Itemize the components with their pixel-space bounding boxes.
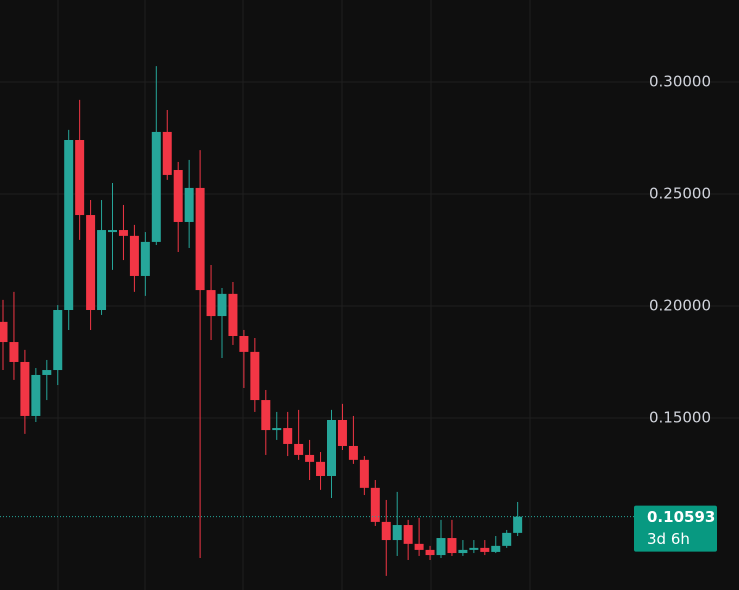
candle-body [502, 532, 512, 546]
candle-body [381, 521, 391, 541]
candle-body [250, 351, 260, 401]
time-grid [57, 0, 531, 590]
candle-body [436, 538, 446, 556]
candle-body [140, 241, 150, 276]
candle-body [162, 131, 172, 175]
countdown-label: 3d 6h [647, 530, 690, 548]
y-tick-label: 0.20000 [649, 296, 711, 314]
candle-body [469, 547, 479, 550]
candle-body [20, 361, 30, 416]
candle-body [118, 230, 128, 236]
candle-body [458, 549, 468, 554]
candle-body [86, 215, 96, 311]
candle-body [97, 230, 107, 311]
candle-body [31, 374, 41, 416]
candle-body [348, 445, 358, 460]
candle-body [53, 310, 63, 371]
price-axis: 0.15000 0.20000 0.25000 0.30000 0.10593 3d 6h [634, 72, 717, 552]
candle-body [272, 428, 282, 431]
candle-body [173, 170, 183, 222]
candle-body [337, 419, 347, 446]
candle-body [108, 230, 117, 233]
candle-body [327, 419, 336, 476]
last-price-badge [634, 505, 717, 552]
candle-body [239, 335, 249, 352]
candle-body [370, 487, 380, 522]
candle-body [316, 461, 326, 476]
candle-body [129, 235, 139, 276]
candle-body [64, 139, 74, 311]
plot [0, 66, 739, 576]
candle-body [206, 290, 216, 317]
candle-body [513, 516, 523, 533]
candle-body [75, 139, 85, 216]
candle-body [392, 525, 402, 541]
candle-body [425, 549, 435, 556]
y-tick-label: 0.15000 [649, 408, 711, 426]
candle-body [42, 370, 52, 375]
candle-body [0, 321, 8, 343]
candle-body [228, 293, 238, 336]
candle-body [359, 459, 369, 488]
candle-body [217, 293, 227, 317]
candle-body [9, 342, 19, 362]
candle-body [283, 428, 293, 444]
candle-body [305, 454, 315, 462]
candle-body [294, 443, 304, 455]
candle-body [151, 131, 161, 242]
y-tick-label: 0.25000 [649, 184, 711, 202]
y-tick-label: 0.30000 [649, 72, 711, 90]
candle-body [403, 525, 413, 544]
candle-body [414, 543, 424, 550]
candle-body [491, 545, 501, 552]
candle-body [184, 187, 194, 222]
candle-body [261, 400, 271, 431]
candle-body [447, 538, 457, 554]
candle-body [195, 187, 205, 291]
candle-body [480, 547, 490, 552]
last-price-label: 0.10593 [647, 508, 715, 526]
